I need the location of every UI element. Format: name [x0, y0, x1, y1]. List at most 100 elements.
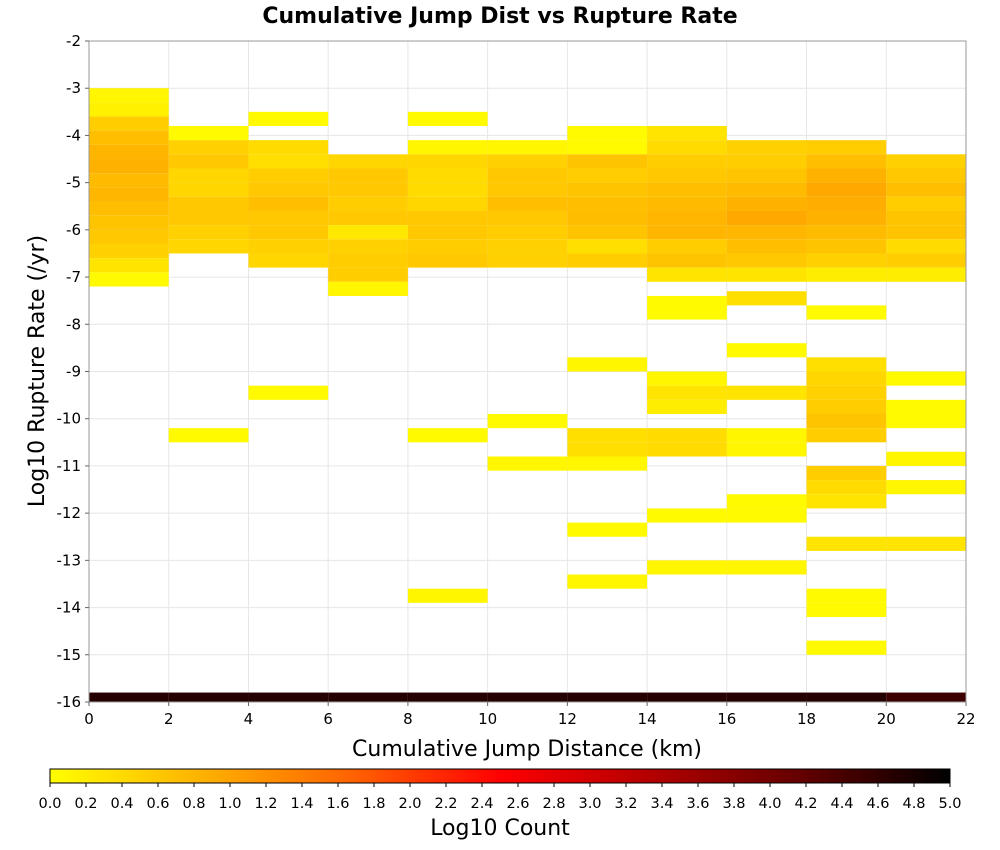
heatmap-cell: [726, 182, 807, 197]
heatmap-cell: [726, 560, 807, 575]
heatmap-cell: [487, 253, 568, 268]
heatmap-cell: [806, 253, 887, 268]
colorbar-tick-label: 1.6: [326, 796, 349, 812]
colorbar-tick-label: 4.8: [902, 796, 925, 812]
heatmap-cell: [168, 196, 249, 211]
heatmap-cell: [806, 196, 887, 211]
colorbar-tick-label: 0.2: [74, 796, 97, 812]
heatmap-cell: [328, 267, 408, 282]
heatmap-cell: [806, 210, 887, 226]
heatmap-cell: [89, 201, 169, 216]
heatmap-cell: [647, 305, 727, 320]
heatmap-cell: [806, 371, 887, 386]
heatmap-cell: [886, 210, 966, 226]
y-tick-label: -6: [66, 221, 81, 239]
heatmap-cell: [567, 125, 648, 141]
colorbar-tick-label: 3.8: [722, 796, 745, 812]
heatmap-cell: [886, 371, 966, 386]
x-tick-label: 8: [403, 710, 413, 728]
colorbar-tick-label: 1.8: [362, 796, 385, 812]
x-tick-label: 22: [956, 710, 975, 728]
heatmap-cell: [89, 692, 169, 702]
y-tick-label: -8: [66, 315, 81, 333]
y-tick-label: -12: [57, 504, 82, 522]
heatmap-cell: [567, 239, 648, 254]
colorbar-tick-label: 3.6: [686, 796, 709, 812]
heatmap-cell: [89, 187, 169, 202]
heatmap-cell: [726, 343, 807, 358]
heatmap-cell: [248, 239, 329, 254]
x-tick-label: 16: [717, 710, 736, 728]
heatmap-cell: [407, 239, 488, 254]
heatmap-cell: [726, 508, 807, 523]
heatmap-cell: [726, 253, 807, 268]
y-tick-label: -11: [57, 457, 82, 475]
heatmap-cell: [806, 428, 887, 443]
heatmap-cell: [567, 442, 648, 457]
colorbar-tick-label: 4.4: [830, 796, 853, 812]
heatmap-cell: [89, 130, 169, 145]
heatmap-cell: [806, 536, 887, 551]
x-tick-label: 14: [638, 710, 657, 728]
colorbar-tick-label: 1.2: [254, 796, 277, 812]
heatmap-cell: [248, 210, 329, 226]
y-axis-ticks: -16 -15 -14 -13 -12 -11 -10 -9 -8 -7 -6 -5 -4 -3 -2: [57, 32, 89, 711]
heatmap-cell: [647, 182, 727, 197]
y-tick-label: -5: [66, 174, 81, 192]
heatmap-cell: [407, 168, 488, 183]
colorbar-tick-label: 1.4: [290, 796, 313, 812]
y-tick-label: -15: [57, 646, 82, 664]
heatmap-cell: [886, 692, 966, 702]
heatmap-cell: [487, 140, 568, 155]
colorbar-tick-label: 2.4: [470, 796, 493, 812]
heatmap-cell: [806, 602, 887, 618]
y-tick-label: -14: [57, 599, 82, 617]
heatmap-cell: [328, 692, 408, 702]
heatmap-cell: [168, 225, 249, 240]
heatmap-cell: [89, 229, 169, 245]
heatmap-cell: [487, 168, 568, 183]
heatmap-cell: [328, 196, 408, 211]
heatmap-cell: [647, 508, 727, 523]
colorbar-tick-label: 2.0: [398, 796, 421, 812]
colorbar-tick-label: 0.8: [182, 796, 205, 812]
heatmap-cell: [248, 692, 329, 702]
heatmap-cell: [886, 267, 966, 282]
heatmap-cell: [328, 168, 408, 183]
heatmap-cell: [647, 385, 727, 400]
heatmap-cell: [806, 588, 887, 603]
heatmap-cell: [726, 140, 807, 155]
heatmap-cell: [726, 210, 807, 226]
heatmap-cell: [647, 210, 727, 226]
y-tick-label: -7: [66, 268, 81, 286]
heatmap-cell: [248, 111, 329, 126]
heatmap-cell: [806, 239, 887, 254]
heatmap-cell: [407, 196, 488, 211]
heatmap-cell: [407, 140, 488, 155]
heatmap-cell: [647, 154, 727, 169]
heatmap-cell: [886, 225, 966, 240]
heatmap-cell: [647, 225, 727, 240]
colorbar-ticks: 0.0 0.2 0.4 0.6 0.8 1.0 1.2 1.4 1.6 1.8 2.0 2.2 2.4 2…: [38, 783, 962, 812]
heatmap-cell: [168, 154, 249, 169]
heatmap-cell: [487, 210, 568, 226]
colorbar-tick-label: 2.8: [542, 796, 565, 812]
heatmap-cell: [168, 168, 249, 183]
heatmap-cell: [89, 215, 169, 230]
heatmap-cell: [328, 225, 408, 240]
heatmap-cell: [726, 154, 807, 169]
heatmap-cell: [407, 210, 488, 226]
heatmap-cell: [328, 253, 408, 268]
y-tick-label: -9: [66, 363, 81, 381]
heatmap-cell: [806, 385, 887, 400]
heatmap-cell: [567, 522, 648, 537]
heatmap-cell: [328, 281, 408, 296]
heatmap-cell: [407, 253, 488, 268]
y-tick-label: -2: [66, 32, 81, 50]
heatmap-cell: [806, 267, 887, 282]
colorbar-tick-label: 0.6: [146, 796, 169, 812]
heatmap-cell: [567, 428, 648, 443]
heatmap-cell: [248, 196, 329, 211]
heatmap-cell: [248, 385, 329, 400]
